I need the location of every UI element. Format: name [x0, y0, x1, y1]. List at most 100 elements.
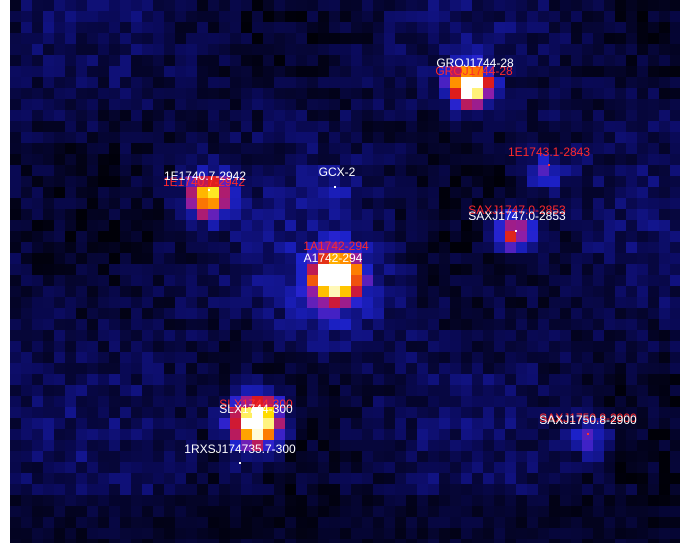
pixel — [318, 440, 329, 451]
pixel — [362, 495, 373, 506]
pixel — [208, 462, 219, 473]
pixel — [516, 275, 527, 286]
pixel — [472, 297, 483, 308]
pixel — [142, 209, 153, 220]
pixel — [274, 473, 285, 484]
pixel — [373, 198, 384, 209]
pixel — [340, 187, 351, 198]
pixel — [153, 88, 164, 99]
pixel — [560, 231, 571, 242]
pixel — [637, 198, 648, 209]
pixel — [21, 539, 32, 543]
pixel — [439, 22, 450, 33]
pixel — [32, 209, 43, 220]
pixel — [76, 88, 87, 99]
pixel — [648, 308, 659, 319]
pixel — [230, 77, 241, 88]
pixel — [329, 396, 340, 407]
pixel — [582, 154, 593, 165]
pixel — [43, 462, 54, 473]
pixel — [450, 55, 461, 66]
pixel — [186, 99, 197, 110]
pixel — [164, 286, 175, 297]
pixel — [87, 110, 98, 121]
pixel — [505, 297, 516, 308]
pixel — [142, 363, 153, 374]
pixel — [98, 374, 109, 385]
pixel — [615, 132, 626, 143]
pixel — [241, 495, 252, 506]
pixel — [87, 418, 98, 429]
pixel — [461, 0, 472, 11]
pixel — [164, 33, 175, 44]
pixel — [593, 528, 604, 539]
pixel — [538, 462, 549, 473]
pixel — [10, 55, 21, 66]
pixel — [637, 44, 648, 55]
pixel — [450, 385, 461, 396]
pixel — [571, 55, 582, 66]
pixel — [208, 429, 219, 440]
pixel — [285, 297, 296, 308]
pixel — [648, 264, 659, 275]
pixel — [76, 440, 87, 451]
pixel — [54, 341, 65, 352]
source-label: SLX1744-300 — [219, 402, 293, 416]
pixel — [516, 286, 527, 297]
pixel — [10, 363, 21, 374]
pixel — [263, 66, 274, 77]
pixel — [450, 451, 461, 462]
pixel — [505, 132, 516, 143]
pixel — [197, 132, 208, 143]
pixel — [362, 319, 373, 330]
pixel — [439, 341, 450, 352]
pixel — [373, 429, 384, 440]
pixel — [340, 165, 351, 176]
pixel — [560, 154, 571, 165]
pixel — [164, 506, 175, 517]
pixel — [219, 418, 230, 429]
pixel — [241, 308, 252, 319]
pixel — [450, 352, 461, 363]
pixel — [593, 110, 604, 121]
pixel — [362, 132, 373, 143]
pixel — [373, 506, 384, 517]
pixel — [329, 220, 340, 231]
pixel — [560, 473, 571, 484]
pixel — [538, 209, 549, 220]
pixel — [285, 77, 296, 88]
pixel — [615, 264, 626, 275]
pixel — [87, 66, 98, 77]
pixel — [131, 451, 142, 462]
pixel — [648, 319, 659, 330]
pixel — [538, 187, 549, 198]
pixel — [120, 132, 131, 143]
pixel — [648, 165, 659, 176]
pixel — [98, 385, 109, 396]
pixel — [307, 286, 318, 297]
pixel — [285, 220, 296, 231]
pixel — [384, 341, 395, 352]
pixel — [32, 253, 43, 264]
pixel — [538, 77, 549, 88]
pixel — [219, 352, 230, 363]
pixel — [483, 0, 494, 11]
pixel — [417, 429, 428, 440]
pixel — [230, 22, 241, 33]
pixel — [604, 275, 615, 286]
pixel — [351, 396, 362, 407]
pixel — [263, 121, 274, 132]
pixel — [285, 506, 296, 517]
pixel — [472, 462, 483, 473]
pixel — [175, 341, 186, 352]
pixel — [351, 341, 362, 352]
pixel — [120, 154, 131, 165]
pixel — [120, 440, 131, 451]
pixel — [483, 264, 494, 275]
pixel — [373, 154, 384, 165]
pixel — [560, 429, 571, 440]
pixel — [21, 55, 32, 66]
pixel — [461, 77, 472, 88]
pixel — [307, 44, 318, 55]
pixel — [571, 264, 582, 275]
